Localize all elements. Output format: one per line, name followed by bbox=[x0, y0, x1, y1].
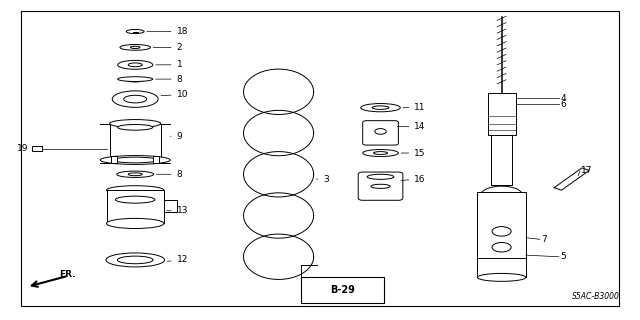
Bar bbox=[32, 146, 42, 151]
Bar bbox=[488, 93, 516, 135]
Ellipse shape bbox=[367, 174, 394, 179]
FancyBboxPatch shape bbox=[363, 121, 398, 145]
Text: 4: 4 bbox=[560, 94, 566, 103]
Bar bbox=[111, 156, 117, 163]
Text: 7: 7 bbox=[541, 235, 547, 244]
Text: 3: 3 bbox=[316, 174, 329, 184]
Bar bbox=[164, 200, 177, 212]
Ellipse shape bbox=[492, 227, 511, 236]
Ellipse shape bbox=[120, 44, 150, 50]
Ellipse shape bbox=[106, 253, 164, 267]
Text: 16: 16 bbox=[401, 174, 426, 184]
Polygon shape bbox=[554, 168, 589, 190]
Ellipse shape bbox=[361, 104, 400, 112]
Ellipse shape bbox=[477, 273, 526, 281]
Text: 18: 18 bbox=[147, 27, 188, 36]
Ellipse shape bbox=[109, 120, 161, 127]
Ellipse shape bbox=[363, 149, 398, 156]
Ellipse shape bbox=[118, 77, 153, 82]
Text: 11: 11 bbox=[403, 103, 426, 112]
Text: 17: 17 bbox=[581, 166, 593, 175]
Ellipse shape bbox=[128, 63, 142, 67]
Ellipse shape bbox=[481, 186, 522, 204]
Ellipse shape bbox=[374, 152, 388, 155]
Text: S5AC-B3000: S5AC-B3000 bbox=[572, 292, 620, 301]
Bar bbox=[153, 156, 159, 163]
Bar bbox=[301, 277, 384, 303]
Text: 15: 15 bbox=[401, 148, 426, 157]
Ellipse shape bbox=[375, 129, 387, 134]
Ellipse shape bbox=[115, 196, 155, 203]
Text: 8: 8 bbox=[156, 170, 182, 179]
Ellipse shape bbox=[116, 171, 154, 178]
Text: 2: 2 bbox=[153, 43, 182, 52]
Bar bbox=[477, 192, 526, 258]
Polygon shape bbox=[100, 124, 170, 163]
Text: 14: 14 bbox=[397, 122, 426, 131]
Ellipse shape bbox=[118, 60, 153, 69]
Ellipse shape bbox=[117, 256, 153, 264]
Ellipse shape bbox=[128, 173, 142, 176]
Ellipse shape bbox=[371, 184, 390, 188]
Ellipse shape bbox=[112, 91, 158, 107]
Text: 8: 8 bbox=[156, 75, 182, 84]
Text: 10: 10 bbox=[161, 90, 188, 99]
Ellipse shape bbox=[126, 29, 144, 34]
Ellipse shape bbox=[124, 95, 147, 103]
Ellipse shape bbox=[100, 156, 170, 164]
Text: 19: 19 bbox=[17, 144, 28, 153]
Text: 9: 9 bbox=[170, 132, 182, 141]
Ellipse shape bbox=[492, 243, 511, 252]
Text: 12: 12 bbox=[167, 255, 188, 264]
Text: FR.: FR. bbox=[59, 270, 76, 279]
FancyBboxPatch shape bbox=[358, 172, 403, 200]
Text: 13: 13 bbox=[166, 206, 188, 215]
Ellipse shape bbox=[131, 46, 140, 49]
Ellipse shape bbox=[113, 157, 157, 163]
Ellipse shape bbox=[372, 106, 389, 109]
Bar bbox=[106, 190, 164, 223]
Text: 5: 5 bbox=[560, 252, 566, 261]
Bar bbox=[492, 135, 512, 185]
Text: 6: 6 bbox=[560, 100, 566, 109]
Ellipse shape bbox=[106, 218, 164, 228]
Ellipse shape bbox=[118, 124, 153, 130]
Text: B-29: B-29 bbox=[330, 285, 355, 295]
Ellipse shape bbox=[106, 186, 164, 195]
Text: 1: 1 bbox=[156, 60, 182, 69]
